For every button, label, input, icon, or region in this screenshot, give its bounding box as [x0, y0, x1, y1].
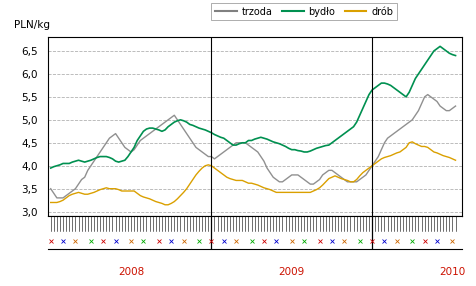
Text: 2008: 2008: [118, 267, 144, 277]
Text: 2010: 2010: [439, 267, 466, 277]
Text: 2009: 2009: [278, 267, 305, 277]
Legend: trzoda, bydło, drób: trzoda, bydło, drób: [211, 3, 397, 20]
Text: PLN/kg: PLN/kg: [14, 20, 50, 30]
